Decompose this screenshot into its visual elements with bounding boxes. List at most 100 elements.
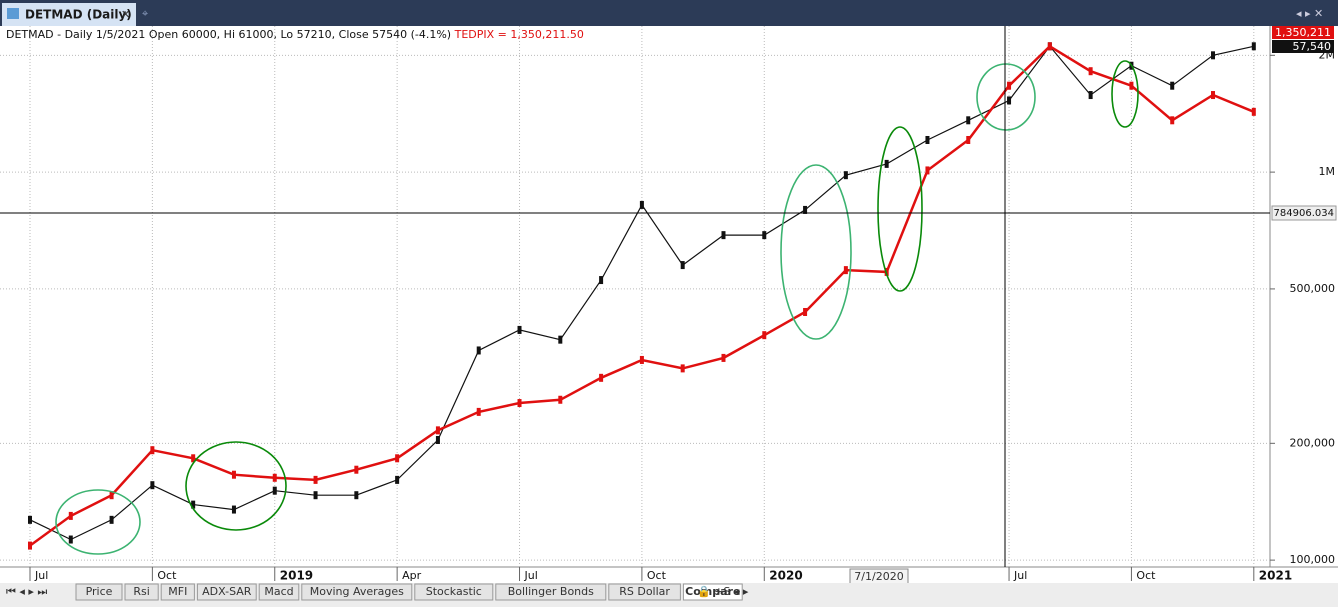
annotations: [55, 60, 1139, 555]
point: [1251, 42, 1256, 51]
tab-label: MFI: [168, 585, 187, 598]
point: [639, 355, 644, 364]
tab[interactable]: Compare: [682, 583, 743, 601]
y-tick-label: 100,000: [1290, 553, 1336, 566]
point: [762, 231, 767, 240]
point: [1007, 96, 1012, 105]
point: [803, 205, 808, 214]
pin-icon[interactable]: ⌖: [142, 7, 148, 20]
point: [843, 171, 848, 180]
point: [354, 465, 359, 474]
close-icon[interactable]: ✕: [121, 8, 130, 21]
ellipse: [877, 126, 923, 292]
tab-label: ADX-SAR: [202, 585, 252, 598]
y-tick-label: 200,000: [1290, 436, 1336, 449]
window-tab[interactable]: [2, 3, 136, 26]
point: [395, 475, 400, 484]
ellipse: [976, 63, 1036, 131]
point: [1088, 91, 1093, 100]
point: [558, 395, 563, 404]
info-main: DETMAD - Daily 1/5/2021 Open 60000, Hi 6…: [6, 28, 451, 41]
info-text: DETMAD - Daily 1/5/2021 Open 60000, Hi 6…: [6, 28, 584, 41]
tab[interactable]: RS Dollar: [608, 583, 681, 601]
point: [150, 446, 155, 455]
tab-label: Macd: [264, 585, 293, 598]
point: [1211, 91, 1216, 100]
crosshair-label: 784906.034: [1274, 208, 1334, 219]
point: [313, 475, 318, 484]
tab-label: Bollinger Bonds: [508, 585, 594, 598]
point: [803, 307, 808, 316]
x-tick-label: Jul: [524, 569, 538, 582]
point: [925, 166, 930, 175]
plot: [27, 42, 1256, 550]
x-tick-label: Jul: [1013, 569, 1027, 582]
point: [966, 135, 971, 144]
last-price-label: 57,540: [1293, 40, 1332, 53]
point: [27, 515, 32, 524]
window-title: DETMAD (Daily): [25, 8, 132, 22]
point: [27, 541, 32, 550]
point: [517, 325, 522, 334]
tab-box: [196, 583, 257, 601]
tab-box: [258, 583, 300, 601]
point: [1088, 67, 1093, 76]
ellipse: [780, 164, 852, 340]
tab-nav[interactable]: ⏮ ◂ ▸ ⏭: [6, 585, 47, 598]
x-tick-label: Oct: [157, 569, 177, 582]
point: [231, 470, 236, 479]
chart-area: [0, 26, 1338, 583]
point: [191, 500, 196, 509]
point: [476, 407, 481, 416]
point: [925, 135, 930, 144]
point: [68, 511, 73, 520]
tab[interactable]: Macd: [258, 583, 300, 601]
tab-box: [414, 583, 494, 601]
date-tooltip: 7/1/2020: [854, 570, 903, 583]
crosshair-box: [1271, 205, 1337, 221]
point: [395, 454, 400, 463]
ellipse: [55, 489, 141, 555]
tab[interactable]: Moving Averages: [301, 583, 413, 601]
point: [517, 399, 522, 408]
point: [435, 435, 440, 444]
tab-tools[interactable]: 🔒 +S ◂ ▸: [697, 585, 749, 598]
point: [1129, 81, 1134, 90]
last-compare-label: 1,350,211: [1275, 26, 1331, 39]
point: [966, 116, 971, 125]
tab[interactable]: Rsi: [124, 583, 159, 601]
tab-label: Rsi: [133, 585, 149, 598]
point: [109, 491, 114, 500]
tab-label: Stockastic: [426, 585, 482, 598]
point: [150, 481, 155, 490]
tab[interactable]: Price: [75, 583, 123, 601]
tab-label: Moving Averages: [310, 585, 404, 598]
ellipse: [1111, 60, 1139, 128]
x-tick-label: 2021: [1259, 569, 1292, 583]
point: [191, 454, 196, 463]
tab-box: [682, 583, 743, 601]
tab-box: [301, 583, 413, 601]
x-tick-label: Jul: [34, 569, 48, 582]
point: [721, 231, 726, 240]
nav-icons[interactable]: ◂ ▸ ✕: [1296, 7, 1323, 20]
x-tick-label: Oct: [647, 569, 667, 582]
point: [435, 426, 440, 435]
point: [762, 331, 767, 340]
info-compare: TEDPIX = 1,350,211.50: [454, 28, 584, 41]
tab[interactable]: Bollinger Bonds: [495, 583, 607, 601]
tab-icon: [7, 8, 19, 19]
x-tick-label: Oct: [1136, 569, 1156, 582]
tab[interactable]: ADX-SAR: [196, 583, 257, 601]
tab-label: RS Dollar: [619, 585, 670, 598]
last-price-box: [1272, 40, 1334, 53]
tab[interactable]: Stockastic: [414, 583, 494, 601]
tab-box: [75, 583, 123, 601]
point: [313, 491, 318, 500]
point: [354, 491, 359, 500]
tab[interactable]: MFI: [160, 583, 195, 601]
point: [721, 353, 726, 362]
point: [558, 335, 563, 344]
point: [1251, 107, 1256, 116]
